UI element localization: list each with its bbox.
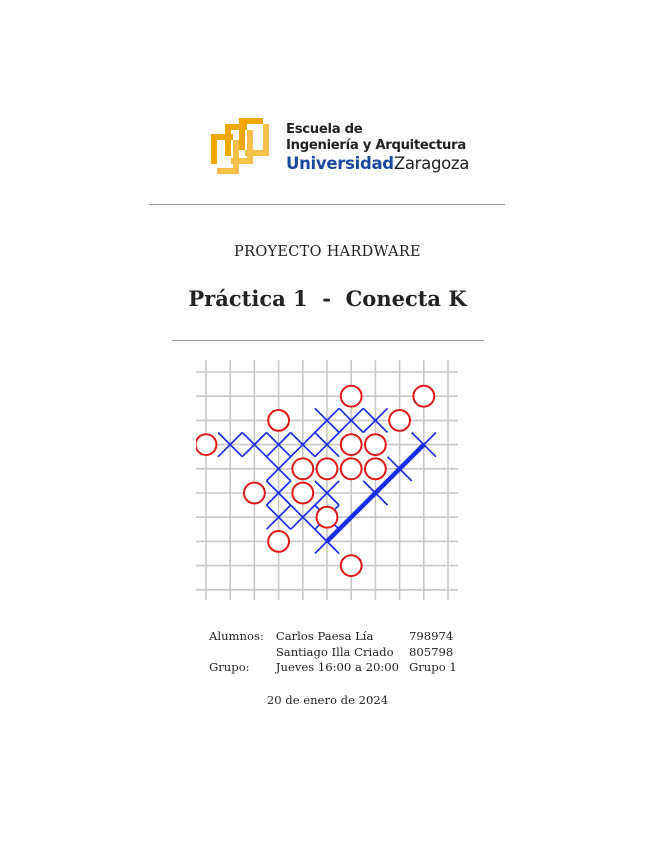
o-piece — [412, 384, 436, 408]
o-piece — [196, 433, 218, 457]
info-row: Alumnos: Carlos Paesa Lía 798974 — [209, 629, 467, 645]
info-row: Santiago Illa Criado 805798 — [209, 645, 467, 661]
info-name: Santiago Illa Criado — [275, 644, 394, 659]
info-value: Grupo 1 — [409, 660, 457, 674]
x-piece — [290, 504, 316, 530]
info-name: Carlos Paesa Lía — [275, 629, 374, 643]
o-piece — [339, 384, 363, 408]
info-value: 798974 — [409, 629, 454, 643]
connect-k-board-figure — [196, 360, 458, 600]
student-info-table: Alumnos: Carlos Paesa Lía 798974 Santiag… — [209, 629, 467, 676]
x-piece — [314, 431, 340, 458]
o-piece — [339, 457, 363, 481]
o-piece — [242, 481, 266, 505]
eina-logo-icon — [211, 118, 269, 174]
info-label — [209, 645, 276, 661]
info-label: Alumnos: — [209, 629, 264, 643]
winning-line — [325, 443, 426, 543]
info-name: Jueves 16:00 a 20:00 — [275, 660, 399, 674]
logo-zaragoza: Zaragoza — [393, 154, 470, 173]
x-piece — [265, 431, 292, 458]
x-piece — [290, 431, 316, 458]
x-piece — [314, 480, 340, 506]
info-label: Grupo: — [209, 660, 250, 674]
school-logo: Escuela de Ingeniería y Arquitectura Uni… — [205, 116, 469, 182]
o-piece — [363, 433, 387, 457]
top-divider — [149, 204, 505, 205]
logo-universidad: Universidad — [286, 154, 394, 173]
x-piece — [265, 480, 292, 506]
document-title: Práctica 1 - Conecta K — [188, 286, 467, 311]
x-piece — [338, 407, 364, 434]
info-value: 805798 — [409, 644, 454, 659]
info-row: Grupo: Jueves 16:00 a 20:00 Grupo 1 — [209, 660, 467, 676]
o-piece — [267, 408, 291, 432]
o-piece — [339, 554, 363, 578]
o-piece — [291, 481, 315, 505]
document-date: 20 de enero de 2024 — [266, 693, 389, 707]
o-piece — [363, 457, 387, 481]
x-piece — [265, 504, 292, 530]
x-piece — [314, 407, 340, 434]
o-piece — [267, 529, 291, 553]
o-piece — [388, 408, 412, 432]
x-piece — [241, 431, 268, 458]
logo-line-1: Escuela de — [286, 122, 363, 137]
title-divider — [172, 340, 484, 341]
o-piece — [315, 457, 339, 481]
x-piece — [362, 407, 389, 434]
x-piece — [265, 456, 292, 482]
o-piece — [339, 433, 363, 457]
course-subtitle: PROYECTO HARDWARE — [234, 244, 421, 260]
o-piece — [291, 457, 315, 481]
o-piece — [315, 505, 339, 529]
logo-line-2: Ingeniería y Arquitectura — [286, 138, 466, 153]
x-piece — [217, 431, 243, 458]
